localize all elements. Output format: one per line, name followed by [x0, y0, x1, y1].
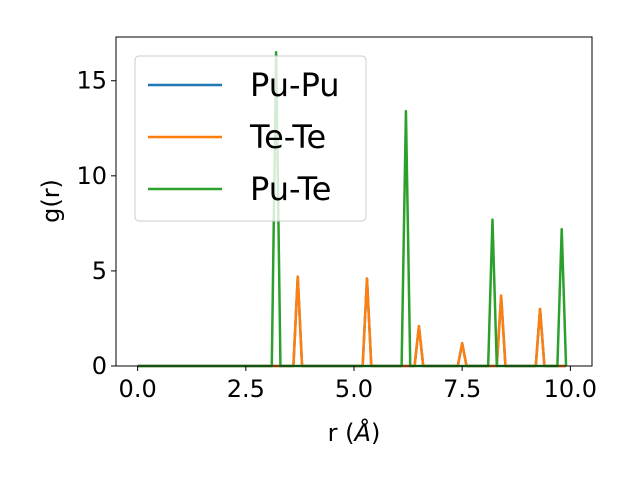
x-axis-ticks: 0.0 2.5 5.0 7.5 10.0 — [119, 366, 597, 403]
x-tick-label: 0.0 — [119, 375, 157, 403]
legend-box — [134, 55, 367, 222]
x-tick-label: 5.0 — [335, 375, 373, 403]
x-tick-label: 7.5 — [443, 375, 481, 403]
y-tick-label: 0 — [92, 352, 107, 380]
legend-label-2: Pu-Te — [250, 170, 331, 208]
y-tick-label: 5 — [92, 257, 107, 285]
legend-label-1: Te-Te — [249, 118, 326, 156]
legend-label-0: Pu-Pu — [250, 66, 340, 104]
y-tick-label: 10 — [76, 162, 107, 190]
x-axis-label-unit: Å — [353, 418, 371, 447]
y-tick-label: 15 — [76, 67, 107, 95]
y-axis-ticks: 0 5 10 15 — [76, 67, 116, 380]
x-tick-label: 2.5 — [227, 375, 265, 403]
y-axis-label: g(r) — [37, 179, 65, 223]
x-axis-label: r (Å) — [328, 418, 381, 447]
x-axis-label-close: ) — [371, 419, 380, 447]
x-axis-label-text: r ( — [328, 419, 355, 447]
legend: Pu-Pu Te-Te Pu-Te — [134, 55, 367, 222]
x-tick-label: 10.0 — [544, 375, 597, 403]
